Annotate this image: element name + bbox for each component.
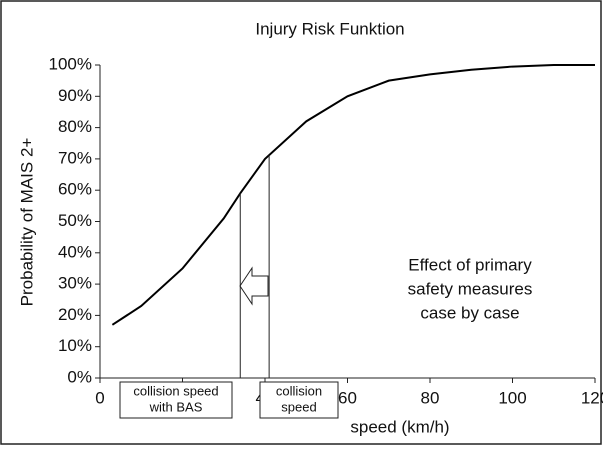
y-tick-label: 80% <box>58 117 92 136</box>
annotation: safety measures <box>408 279 533 298</box>
label-box <box>259 381 339 419</box>
x-tick-label: 120 <box>581 388 603 407</box>
annotation: case by case <box>420 303 519 322</box>
y-tick-label: 30% <box>58 274 92 293</box>
y-tick-label: 20% <box>58 305 92 324</box>
x-tick-label: 0 <box>95 388 104 407</box>
arrow <box>239 266 269 306</box>
marker-label: speed <box>281 399 316 414</box>
chart-title: Injury Risk Funktion <box>255 19 404 38</box>
y-tick-label: 90% <box>58 86 92 105</box>
x-tick-label: 100 <box>498 388 526 407</box>
y-tick-label: 60% <box>58 180 92 199</box>
y-tick-label: 100% <box>49 54 92 73</box>
line-series <box>111 64 595 326</box>
x-axis-label: speed (km/h) <box>350 417 449 436</box>
label-box <box>119 381 233 419</box>
y-tick-label: 10% <box>58 336 92 355</box>
marker-label: with BAS <box>149 399 203 414</box>
x-tick-label: 80 <box>421 388 440 407</box>
marker-label: collision <box>276 383 322 398</box>
annotation: Effect of primary <box>408 255 532 274</box>
y-tick-label: 0% <box>67 367 92 386</box>
y-tick-label: 50% <box>58 211 92 230</box>
y-axis-label: Probability of MAIS 2+ <box>17 138 36 307</box>
marker-label: collision speed <box>133 383 218 398</box>
x-tick-label: 60 <box>338 388 357 407</box>
y-tick-label: 40% <box>58 242 92 261</box>
y-tick-label: 70% <box>58 148 92 167</box>
